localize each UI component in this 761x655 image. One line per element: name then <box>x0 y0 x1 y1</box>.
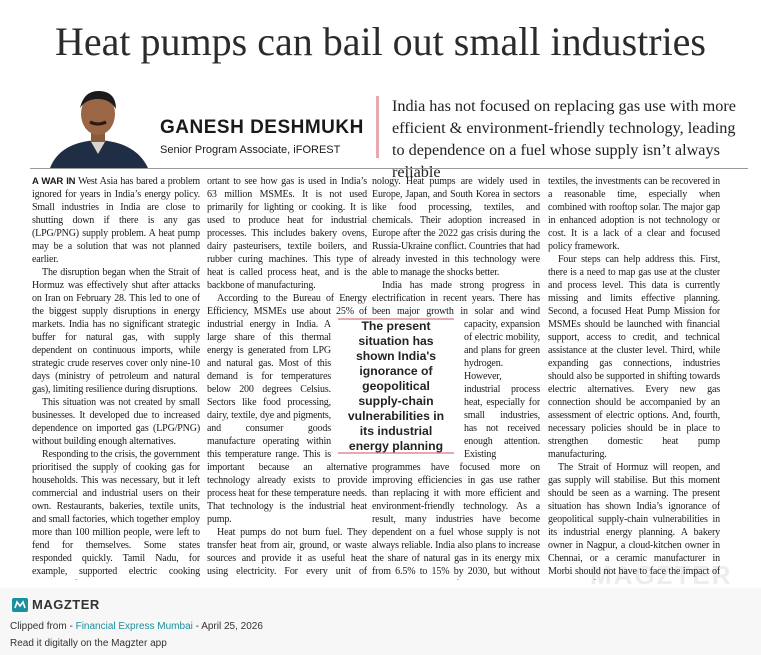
paragraph: Responding to the crisis, the government… <box>32 448 200 580</box>
clip-prefix: Clipped from - <box>10 621 73 632</box>
column: A WAR IN West Asia has bared a problem i… <box>32 175 200 580</box>
paragraph-text: Four steps can help address this. First,… <box>548 254 720 460</box>
author-role: Senior Program Associate, iFOREST <box>160 144 341 156</box>
paragraph: The disruption began when the Strait of … <box>32 266 200 396</box>
paragraph: ortant to see how gas is used in India’s… <box>207 175 367 292</box>
paragraph: A WAR IN West Asia has bared a problem i… <box>32 175 200 266</box>
deck: India has not focused on replacing gas u… <box>392 97 736 181</box>
lead-in: A WAR IN <box>32 176 76 187</box>
paragraph: This situation was not created by small … <box>32 396 200 448</box>
brand: MAGZTER <box>32 597 100 612</box>
paragraph-text: textiles, the investments can be recover… <box>548 176 720 252</box>
logo-icon <box>12 598 28 612</box>
paragraph: According to the Bureau of Energy Effici… <box>207 292 367 526</box>
read-line: Read it digitally on the Magzter app <box>10 638 167 649</box>
pull-quote: The present situation has shown India's … <box>338 318 454 454</box>
headline: Heat pumps can bail out small industries <box>55 19 706 64</box>
paragraph-text: According to the Bureau of Energy Effici… <box>207 293 367 525</box>
paragraph-text: West Asia has bared a problem ignored fo… <box>32 176 200 265</box>
author-name: GANESH DESHMUKH <box>160 117 364 138</box>
paragraph: textiles, the investments can be recover… <box>548 175 720 253</box>
paragraph: nology. Heat pumps are widely used in Eu… <box>372 175 540 279</box>
pull-quote-text: The present situation has shown India's … <box>347 318 445 453</box>
paragraph-text: Responding to the crisis, the government… <box>32 449 200 580</box>
deck-bar <box>376 96 379 158</box>
author-photo <box>40 82 158 168</box>
watermark: MAGZTER <box>590 560 733 590</box>
rule <box>30 168 748 169</box>
clip-date: - April 25, 2026 <box>195 621 263 632</box>
paragraph: Four steps can help address this. First,… <box>548 253 720 461</box>
column: nology. Heat pumps are widely used in Eu… <box>372 175 540 580</box>
source-link[interactable]: Financial Express Mumbai <box>75 621 193 632</box>
paragraph: The Strait of Hormuz will reopen, and ga… <box>548 461 720 580</box>
paragraph: Heat pumps do not burn fuel. They transf… <box>207 526 367 580</box>
clip-line: Clipped from - Financial Express Mumbai … <box>10 621 263 632</box>
footer <box>0 588 761 655</box>
paragraph-text: The disruption began when the Strait of … <box>32 267 200 395</box>
paragraph-text: India has made strong progress in electr… <box>372 280 540 580</box>
column: textiles, the investments can be recover… <box>548 175 720 580</box>
paragraph-text: The Strait of Hormuz will reopen, and ga… <box>548 462 720 580</box>
paragraph-text: This situation was not created by small … <box>32 397 200 447</box>
paragraph-text: Heat pumps do not burn fuel. They transf… <box>207 527 367 580</box>
paragraph-text: ortant to see how gas is used in India’s… <box>207 176 367 291</box>
paragraph-text: nology. Heat pumps are widely used in Eu… <box>372 176 540 278</box>
column: ortant to see how gas is used in India’s… <box>207 175 367 580</box>
paragraph: India has made strong progress in electr… <box>372 279 540 580</box>
